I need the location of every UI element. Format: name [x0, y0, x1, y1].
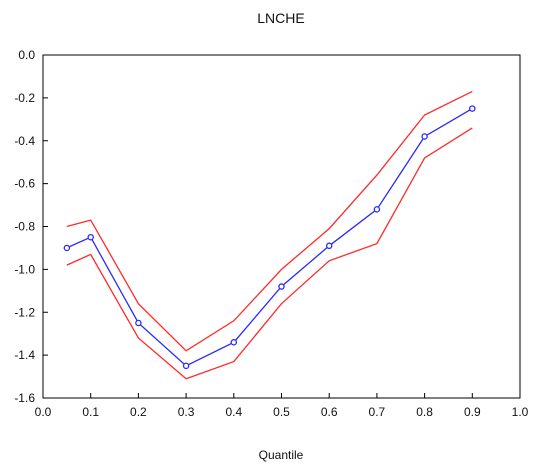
y-tick-label: 0.0	[18, 48, 35, 62]
x-tick-label: 0.4	[225, 405, 242, 419]
y-tick-label: -0.2	[14, 91, 35, 105]
series-layer	[63, 90, 476, 380]
x-tick-label: 0.1	[82, 405, 99, 419]
x-tick-label: 0.9	[464, 405, 481, 419]
data-point	[230, 339, 238, 346]
x-tick-label: 0.2	[130, 405, 147, 419]
x-tick-label: 0.3	[178, 405, 195, 419]
series-line-2	[66, 108, 473, 367]
series-line-3	[66, 127, 473, 380]
y-axis: 0.0 -0.2 -0.4 -0.6 -0.8 -1.0 -1.2 -1.4 -1.6	[14, 48, 48, 405]
x-tick-label: 0.8	[416, 405, 433, 419]
data-point	[182, 362, 190, 370]
chart-title: LNCHE	[257, 10, 304, 26]
x-tick-label: 0.6	[321, 405, 338, 419]
x-tick-label: 0.0	[35, 405, 52, 419]
data-point	[325, 242, 333, 250]
y-tick-label: -1.2	[14, 305, 35, 319]
x-tick-label: 0.5	[273, 405, 290, 419]
data-point	[63, 244, 71, 252]
y-tick-label: -0.6	[14, 177, 35, 191]
x-axis-title: Quantile	[259, 448, 304, 462]
data-point	[469, 105, 476, 112]
y-tick-label: -1.6	[14, 391, 35, 405]
x-axis: 0.0 0.1 0.2 0.3 0.4 0.5 0.6 0.7 0.8 0.9 1.0	[35, 393, 529, 419]
x-tick-label: 0.7	[369, 405, 386, 419]
series-line-1	[66, 90, 473, 352]
x-tick-label: 1.0	[512, 405, 529, 419]
y-tick-label: -0.8	[14, 220, 35, 234]
data-point	[278, 283, 285, 290]
data-point	[373, 206, 381, 213]
data-point	[135, 319, 142, 327]
plot-frame	[42, 54, 521, 399]
y-tick-label: -1.0	[14, 262, 35, 276]
data-point	[87, 233, 94, 241]
data-point	[421, 133, 428, 140]
y-tick-label: -1.4	[14, 348, 35, 362]
y-tick-label: -0.4	[14, 134, 35, 148]
